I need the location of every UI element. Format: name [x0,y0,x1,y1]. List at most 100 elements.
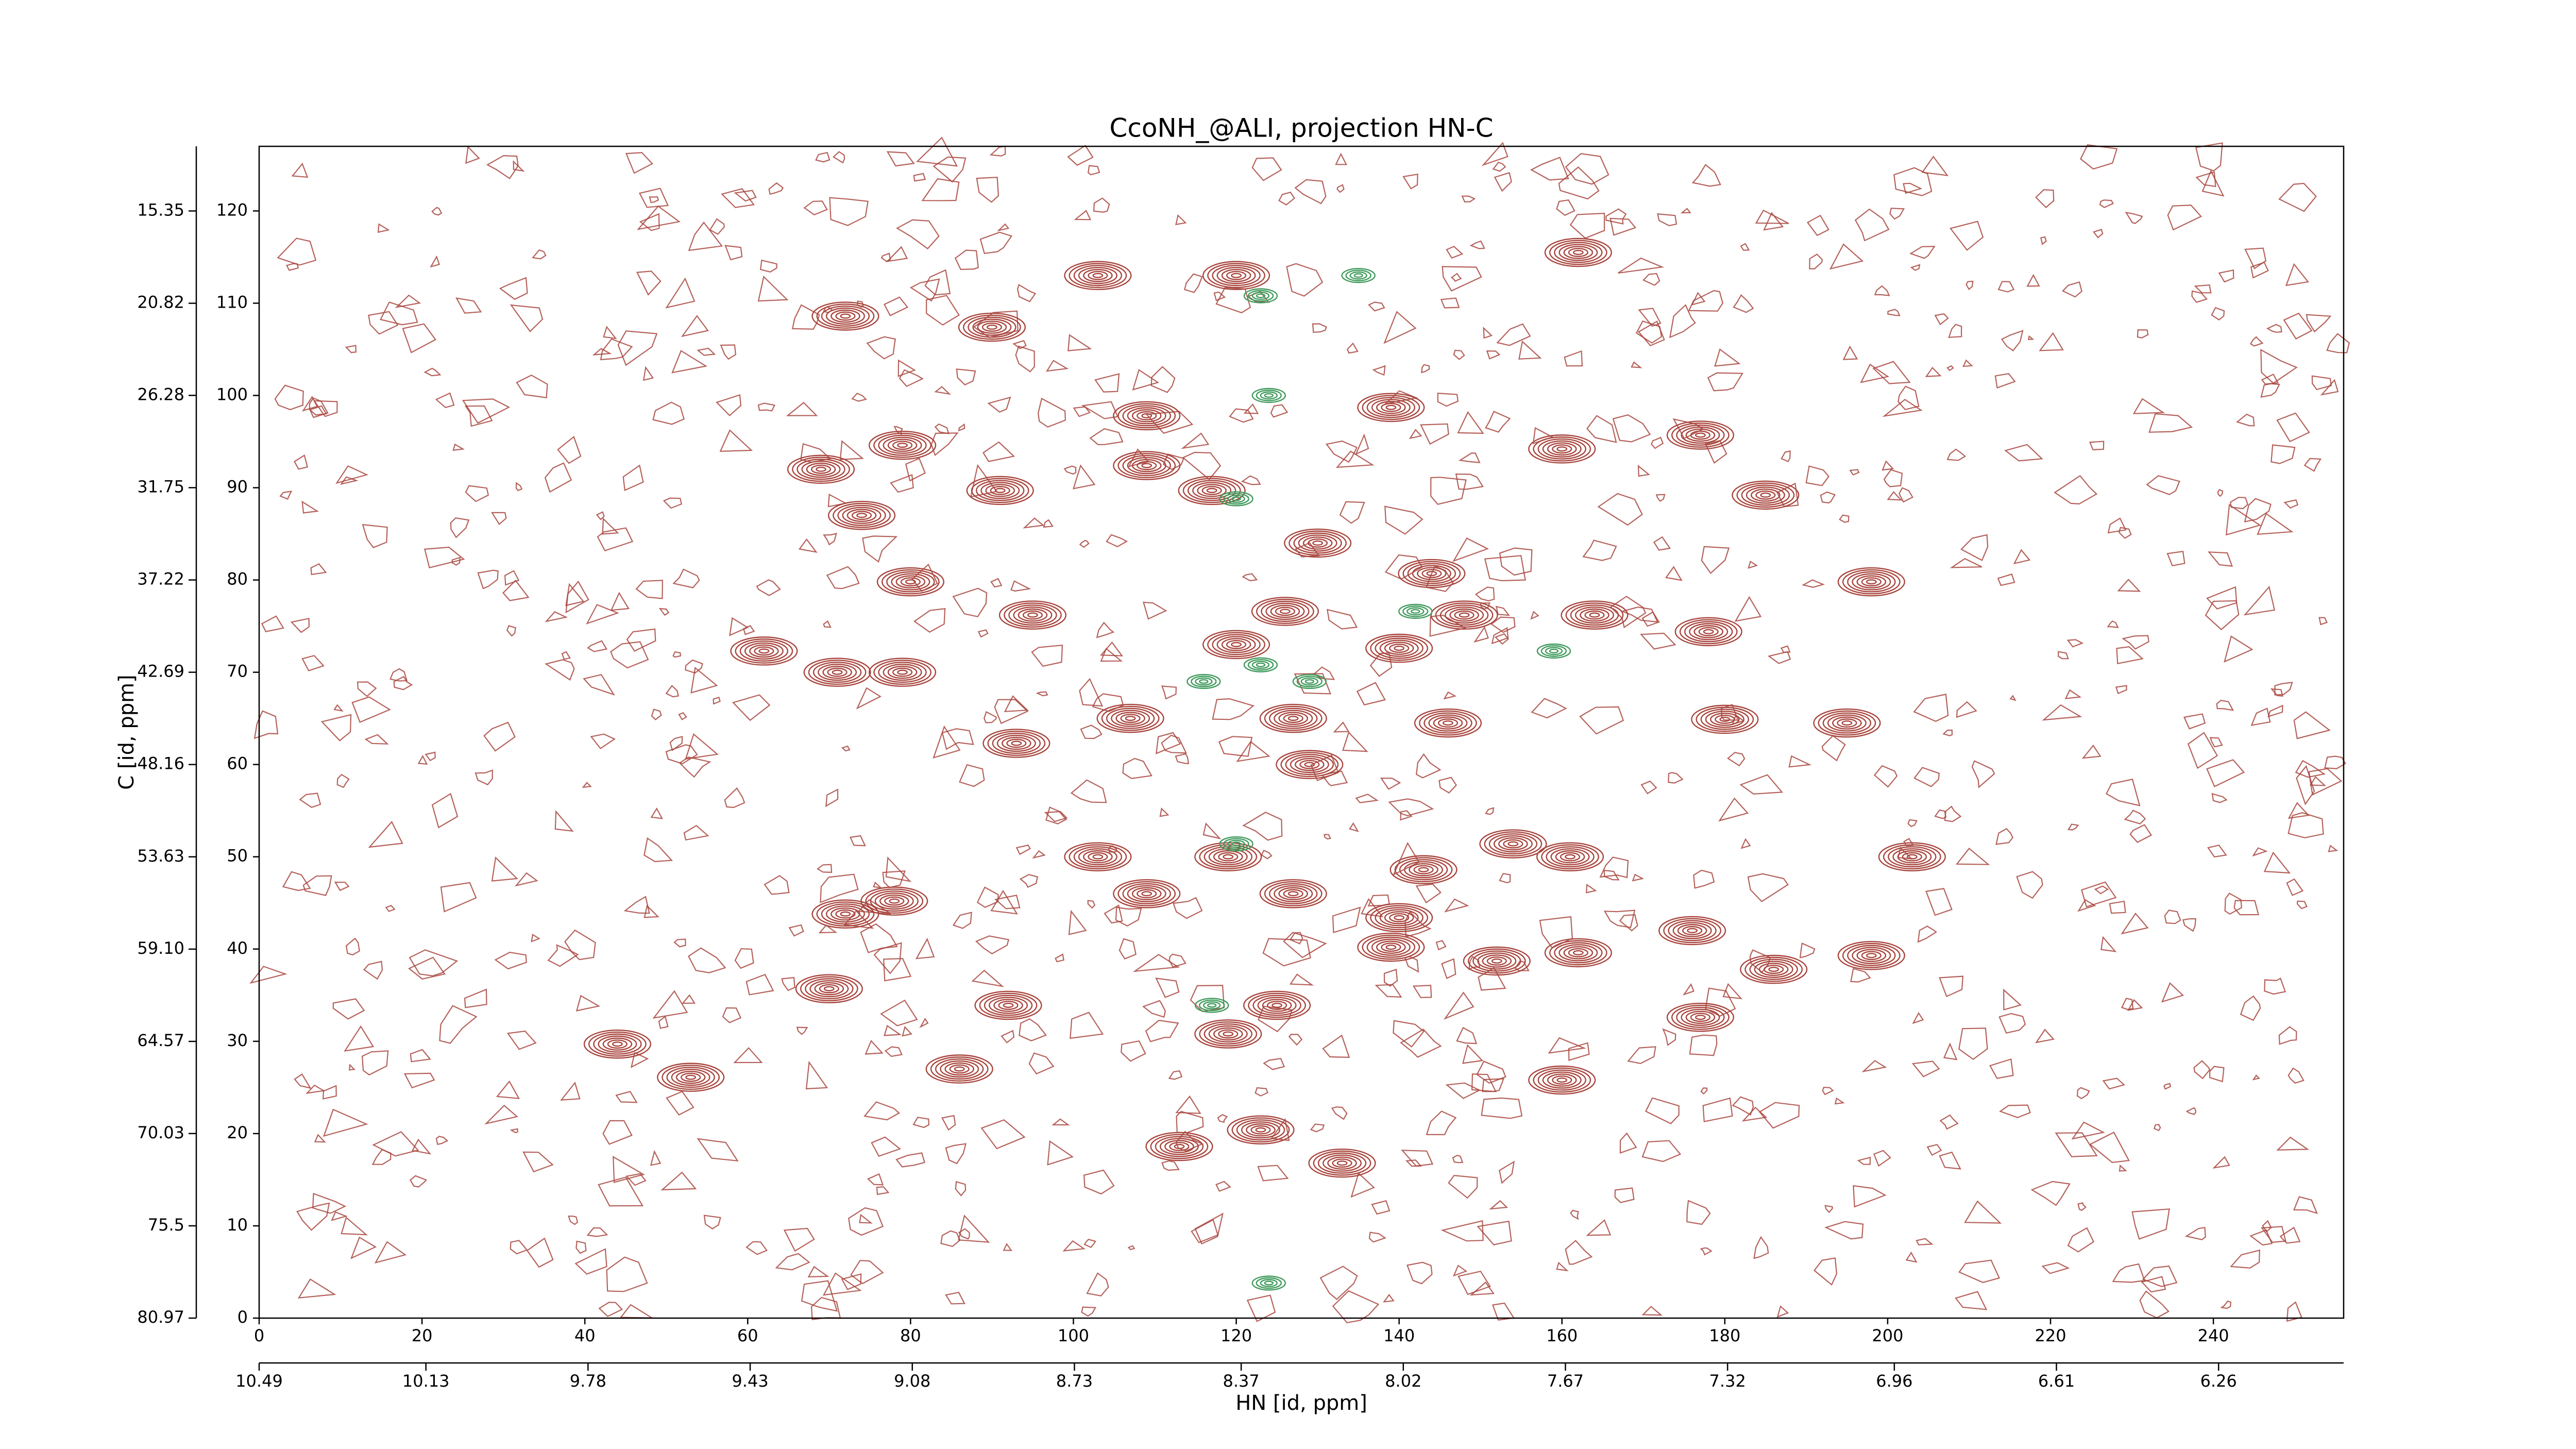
noise-contour [2193,1060,2211,1080]
contour-ring [1092,273,1104,278]
contour-ring [1589,612,1600,618]
noise-contour [1028,1052,1055,1075]
y2-tick-label: 42.69 [137,662,184,681]
contour-ring [1004,602,1062,628]
noise-contour [1842,345,1858,360]
noise-contour [1603,869,1620,881]
noise-contour [261,615,284,632]
noise-contour [296,1202,330,1231]
noise-contour [333,704,344,712]
contour-ring [1008,604,1057,626]
contour-ring [1192,482,1232,499]
contour-ring [1127,457,1166,475]
noise-contour [515,482,523,492]
noise-contour [2296,765,2315,805]
contour-ring [1194,998,1229,1013]
contour-ring [1164,1140,1194,1153]
contour-ring [925,1054,993,1084]
noise-contour [933,725,961,759]
noise-contour [1441,958,1456,980]
noise-contour [586,1227,608,1237]
noise-contour [2230,1249,2261,1269]
noise-contour [2094,885,2109,895]
contour-ring [1897,850,1927,864]
contour-ring [1212,265,1261,287]
noise-contour [2004,444,2043,462]
contour-ring [1256,390,1282,401]
noise-contour [1882,398,1923,417]
noise-contour [301,500,319,514]
noise-contour [2183,713,2206,730]
contour-ring [812,662,862,683]
contour-ring [1264,1280,1274,1286]
contour-ring [1113,879,1181,908]
contour-ring [873,660,931,685]
noise-contour [403,1072,435,1089]
noise-contour [1944,805,1962,822]
contour-ring [1088,852,1108,862]
noise-contour [1531,698,1567,719]
contour-ring [1247,290,1274,302]
noise-contour [1997,573,2015,586]
noise-contour [302,875,332,896]
noise-contour [1453,349,1465,360]
noise-contour [2164,909,2181,924]
noise-contour [2146,475,2180,495]
noise-contour [1402,173,1418,190]
noise-contour [2127,999,2143,1012]
noise-contour [274,384,304,411]
peak [966,476,1034,506]
noise-contour [1586,1219,1612,1236]
noise-contour [363,961,383,980]
contour-ring [1385,405,1397,410]
contour-ring [1199,1021,1258,1047]
contour-ring [1570,604,1619,626]
contour-ring [1580,608,1609,622]
peak [730,636,798,666]
noise-contour [989,145,1006,157]
noise-contour [1705,440,1727,464]
noise-contour [768,182,784,195]
noise-contour [532,249,547,260]
noise-contour [1325,440,1358,463]
noise-contour [1492,1302,1515,1321]
noise-contour [439,1005,478,1044]
contour-ring [1197,484,1227,497]
contour-ring [657,1063,725,1092]
noise-contour [1092,693,1124,712]
noise-contour [1971,760,1995,788]
noise-contour [660,1171,697,1191]
contour-ring [1223,854,1234,860]
contour-ring [833,502,891,528]
contour-ring [982,729,1050,758]
peak [1878,842,1946,871]
y-tick-label: 120 [216,200,248,220]
contour-ring [1113,401,1181,431]
noise-contour [1155,978,1180,998]
contour-ring [993,999,1023,1012]
noise-contour [851,392,867,402]
noise-contour [955,1181,967,1197]
noise-contour [959,764,985,787]
contour-ring [814,982,844,996]
noise-contour [1354,433,1369,456]
noise-contour [1917,925,1937,943]
peak [1113,451,1181,480]
contour-ring [1127,407,1166,425]
contour-ring [1243,990,1311,1020]
contour-ring [1822,712,1872,734]
contour-ring [1308,1148,1376,1178]
contour-ring [1544,938,1612,968]
contour-ring [1563,946,1594,959]
noise-contour [1037,397,1066,428]
noise-contour [1605,208,1627,225]
noise-contour [1286,263,1324,297]
y-tick-label: 110 [216,292,248,312]
noise-contour [597,527,634,551]
noise-contour [2122,635,2149,650]
noise-contour [1499,873,1511,884]
contour-ring [1554,242,1603,263]
y-tick-label: 100 [216,384,248,404]
contour-ring [1022,610,1043,620]
noise-contour [1641,611,1660,627]
